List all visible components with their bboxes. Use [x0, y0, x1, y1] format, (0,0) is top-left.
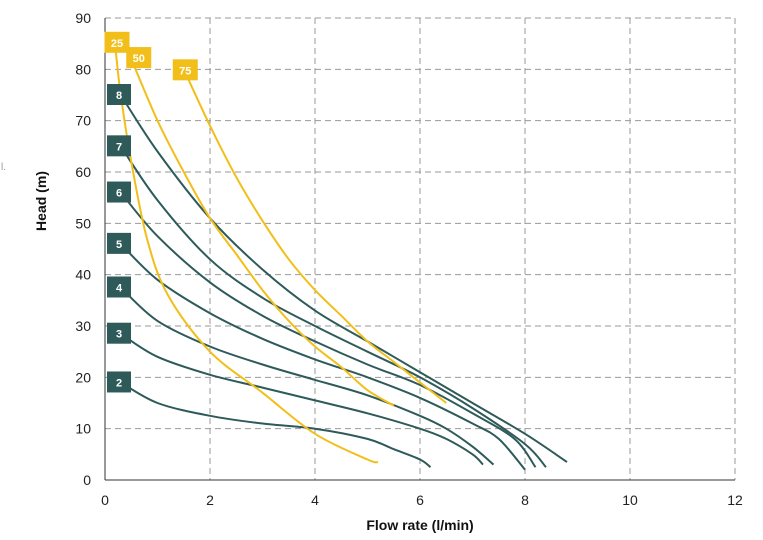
- series-line-7: [119, 145, 547, 468]
- y-tick-label: 80: [75, 61, 91, 77]
- series-line-8: [119, 94, 568, 463]
- series-badge-25: [104, 31, 130, 53]
- series-label-75: 75: [179, 65, 191, 77]
- series-badge-8: [107, 84, 131, 105]
- series-line-75: [182, 68, 447, 404]
- series-label-5: 5: [116, 239, 122, 251]
- x-tick-label: 8: [521, 492, 529, 508]
- series-badge-50: [126, 47, 152, 69]
- series-label-6: 6: [116, 188, 122, 200]
- y-axis-title: Head (m): [33, 171, 49, 231]
- series-line-6: [120, 191, 537, 468]
- series-line-25: [114, 48, 379, 464]
- series-label-25: 25: [111, 38, 123, 50]
- x-tick-label: 12: [727, 492, 743, 508]
- series-line-2: [120, 381, 432, 468]
- series-line-3: [120, 332, 484, 466]
- y-tick-label: 50: [75, 215, 91, 231]
- y-tick-label: 10: [75, 421, 91, 437]
- x-tick-label: 4: [311, 492, 319, 508]
- series-label-50: 50: [133, 53, 145, 65]
- series-badges: 2 3 4 5 6 7 8 25 50 75: [104, 31, 198, 393]
- series-badge-4: [107, 276, 131, 298]
- x-axis-title: Flow rate (l/min): [366, 517, 473, 533]
- x-tick-label: 10: [622, 492, 638, 508]
- series-badge-5: [107, 232, 131, 254]
- x-tick-label: 0: [101, 492, 109, 508]
- series-line-5: [120, 243, 526, 471]
- edge-mark: l.: [1, 162, 6, 173]
- y-tick-label: 40: [75, 267, 91, 283]
- y-tick-label: 60: [75, 164, 91, 180]
- series-label-7: 7: [116, 141, 122, 153]
- series-label-8: 8: [116, 90, 122, 102]
- series-line-50: [130, 58, 395, 407]
- y-tick-label: 30: [75, 318, 91, 334]
- axes: 0 2 4 6 8 10 12 0 10 20 30 40 50 60 70 80 90: [75, 10, 743, 508]
- series-label-2: 2: [116, 377, 122, 389]
- series-lines: [114, 48, 568, 471]
- series-badge-3: [107, 322, 131, 344]
- series-badge-7: [107, 135, 131, 157]
- y-tick-label: 70: [75, 113, 91, 129]
- series-badge-75: [172, 59, 198, 81]
- series-badge-2: [107, 371, 131, 393]
- series-label-4: 4: [116, 283, 123, 295]
- y-tick-label: 90: [75, 10, 91, 26]
- y-tick-label: 20: [75, 369, 91, 385]
- y-tick-label: 0: [83, 472, 91, 488]
- x-tick-label: 6: [416, 492, 424, 508]
- series-line-4: [120, 286, 495, 466]
- x-tick-label: 2: [206, 492, 214, 508]
- series-badge-6: [107, 181, 131, 203]
- series-label-3: 3: [116, 329, 122, 341]
